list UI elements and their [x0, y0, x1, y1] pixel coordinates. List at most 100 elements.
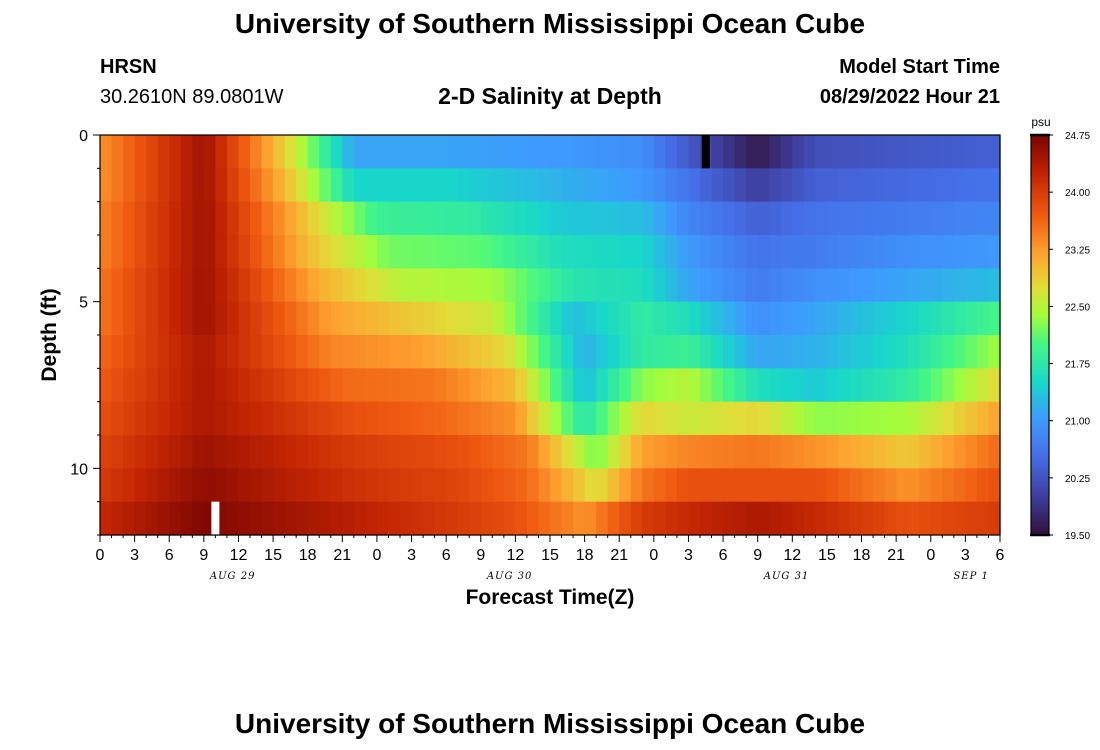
heatmap-cell: [203, 335, 216, 369]
colorbar: psu 24.75 24.00 23.25 22.50 21.75 21.00 20.25 1…: [1030, 115, 1090, 542]
heatmap-cell: [596, 335, 609, 369]
heatmap-cell: [273, 435, 286, 469]
heatmap-cell: [100, 235, 113, 269]
heatmap-cell: [538, 435, 551, 469]
heatmap-cell: [746, 168, 759, 203]
heatmap-cell: [538, 168, 551, 203]
heatmap-cell: [538, 401, 551, 436]
heatmap-cell: [953, 501, 966, 536]
heatmap-cell: [607, 335, 620, 369]
colorbar-tick-label: 24.75: [1065, 131, 1090, 142]
heatmap-cell: [376, 235, 390, 269]
heatmap-cell: [215, 468, 228, 503]
heatmap-cell: [884, 468, 897, 503]
heatmap-cell: [919, 135, 932, 169]
x-tick-label: 18: [853, 547, 871, 564]
heatmap-cell: [157, 201, 170, 236]
heatmap-cell: [896, 268, 909, 303]
heatmap-cell: [746, 335, 759, 369]
heatmap-cell: [526, 501, 540, 536]
heatmap-cell: [342, 401, 355, 436]
heatmap-cell: [515, 468, 528, 503]
heatmap-cell: [723, 501, 736, 536]
heatmap-cell: [723, 235, 736, 269]
heatmap-cell: [803, 235, 816, 269]
heatmap-cell: [850, 135, 863, 169]
heatmap-cell: [838, 268, 851, 303]
x-tick-label: 3: [407, 547, 416, 564]
heatmap-cell: [757, 268, 770, 303]
heatmap-cell: [307, 268, 320, 303]
heatmap-cell: [434, 168, 447, 203]
heatmap-cell: [411, 468, 424, 503]
heatmap-cell: [226, 135, 240, 169]
heatmap-cell: [826, 135, 840, 169]
heatmap-cell: [480, 468, 493, 503]
footer-title: University of Southern Mississippi Ocean…: [234, 708, 866, 739]
heatmap-cell: [250, 435, 263, 469]
heatmap-cell: [457, 201, 470, 236]
heatmap-cell: [769, 435, 782, 469]
heatmap-cell: [515, 368, 528, 403]
heatmap-cell: [261, 168, 274, 203]
heatmap-cell: [423, 235, 436, 269]
heatmap-cell: [423, 368, 436, 403]
heatmap-cell: [896, 201, 909, 236]
heatmap-cell: [861, 201, 874, 236]
heatmap-cell: [296, 201, 309, 236]
heatmap-cell: [480, 168, 493, 203]
heatmap-cell: [700, 435, 713, 469]
heatmap-cell: [792, 301, 805, 336]
heatmap-cell: [607, 235, 620, 269]
heatmap-cell: [976, 201, 990, 236]
heatmap-cell: [376, 268, 390, 303]
heatmap-cell: [111, 168, 124, 203]
heatmap-cell: [400, 368, 413, 403]
heatmap-cell: [226, 235, 240, 269]
heatmap-cell: [665, 368, 678, 403]
heatmap-cell: [953, 135, 966, 169]
heatmap-cell: [388, 135, 401, 169]
heatmap-cell: [423, 501, 436, 536]
heatmap-cell: [630, 368, 643, 403]
heatmap-cell: [723, 435, 736, 469]
heatmap-cell: [238, 235, 251, 269]
heatmap-cell: [284, 468, 297, 503]
heatmap-cell: [250, 501, 263, 536]
heatmap-cell: [676, 268, 690, 303]
heatmap-cell: [642, 501, 655, 536]
heatmap-cell: [665, 201, 678, 236]
heatmap-cell: [826, 235, 840, 269]
heatmap-cell: [319, 301, 332, 336]
heatmap-cell: [676, 201, 690, 236]
heatmap-cell: [700, 501, 713, 536]
heatmap-cell: [123, 201, 136, 236]
heatmap-cell: [584, 301, 597, 336]
heatmap-cell: [296, 335, 309, 369]
heatmap-cell: [550, 201, 563, 236]
heatmap-cell: [734, 201, 747, 236]
heatmap-cell: [907, 368, 920, 403]
heatmap-cell: [723, 301, 736, 336]
heatmap-cell: [896, 335, 909, 369]
heatmap-cell: [746, 235, 759, 269]
heatmap-cell: [630, 135, 643, 169]
heatmap-cell: [376, 201, 390, 236]
heatmap-cell: [953, 168, 966, 203]
heatmap-cell: [215, 401, 228, 436]
heatmap-cell: [573, 301, 586, 336]
heatmap-cell: [619, 301, 632, 336]
heatmap-cell: [769, 335, 782, 369]
heatmap-cell: [976, 135, 990, 169]
heatmap-cell: [411, 368, 424, 403]
heatmap-cell: [100, 435, 113, 469]
heatmap-cell: [734, 468, 747, 503]
x-tick-label: 21: [887, 547, 905, 564]
heatmap-cell: [688, 335, 701, 369]
heatmap-cell: [803, 301, 816, 336]
y-axis-label: Depth (ft): [38, 288, 61, 381]
heatmap-cell: [919, 201, 932, 236]
heatmap-cell: [550, 168, 563, 203]
heatmap-cell: [723, 168, 736, 203]
heatmap-cell: [619, 435, 632, 469]
